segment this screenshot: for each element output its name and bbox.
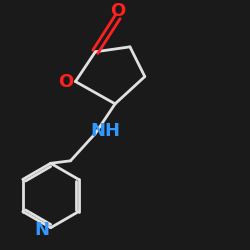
Text: NH: NH — [90, 122, 120, 140]
Text: O: O — [58, 72, 73, 90]
Text: O: O — [110, 2, 125, 20]
Text: N: N — [34, 221, 50, 239]
